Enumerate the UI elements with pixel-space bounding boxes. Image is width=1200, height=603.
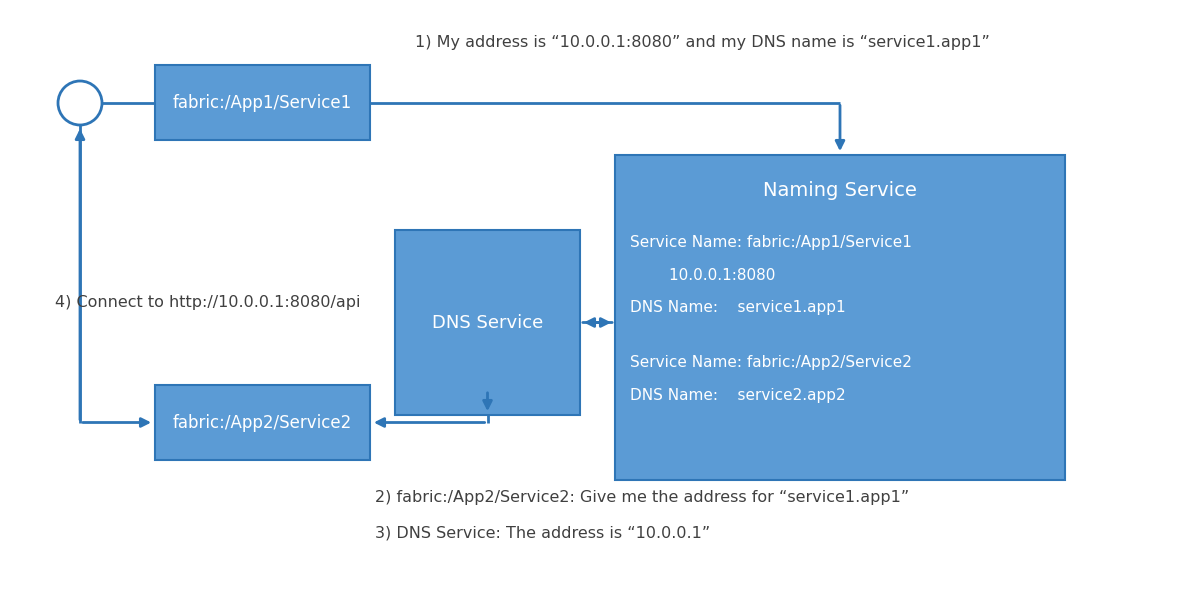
Text: fabric:/App1/Service1: fabric:/App1/Service1 <box>173 93 352 112</box>
Text: DNS Service: DNS Service <box>432 314 544 332</box>
Text: Service Name: fabric:/App1/Service1: Service Name: fabric:/App1/Service1 <box>630 235 912 250</box>
Text: 4) Connect to http://10.0.0.1:8080/api: 4) Connect to http://10.0.0.1:8080/api <box>55 295 360 310</box>
Bar <box>395 230 580 415</box>
Bar <box>155 65 370 140</box>
Text: 2) fabric:/App2/Service2: Give me the address for “service1.app1”: 2) fabric:/App2/Service2: Give me the ad… <box>374 490 910 505</box>
Bar <box>155 385 370 460</box>
Text: 1) My address is “10.0.0.1:8080” and my DNS name is “service1.app1”: 1) My address is “10.0.0.1:8080” and my … <box>415 35 990 50</box>
Text: 3) DNS Service: The address is “10.0.0.1”: 3) DNS Service: The address is “10.0.0.1… <box>374 525 710 540</box>
Text: DNS Name:    service2.app2: DNS Name: service2.app2 <box>630 388 846 403</box>
Text: 10.0.0.1:8080: 10.0.0.1:8080 <box>630 268 775 283</box>
Text: Service Name: fabric:/App2/Service2: Service Name: fabric:/App2/Service2 <box>630 355 912 370</box>
Text: Naming Service: Naming Service <box>763 180 917 200</box>
Bar <box>616 155 1066 480</box>
Text: DNS Name:    service1.app1: DNS Name: service1.app1 <box>630 300 846 315</box>
Text: fabric:/App2/Service2: fabric:/App2/Service2 <box>173 414 352 432</box>
